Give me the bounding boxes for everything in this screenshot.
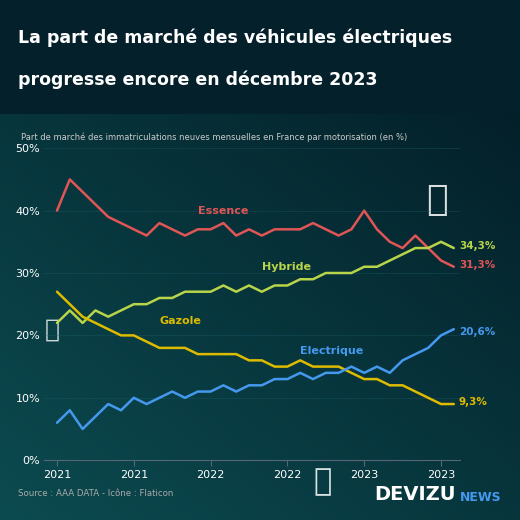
Text: 20,6%: 20,6% (459, 327, 495, 336)
Text: 31,3%: 31,3% (459, 260, 495, 270)
Text: progresse encore en décembre 2023: progresse encore en décembre 2023 (18, 71, 378, 89)
Text: 34,3%: 34,3% (459, 241, 495, 251)
Text: NEWS: NEWS (460, 491, 502, 504)
Text: DEVIZU: DEVIZU (374, 485, 456, 504)
Text: 🚗: 🚗 (45, 317, 59, 341)
Text: Part de marché des immatriculations neuves mensuelles en France par motorisation: Part de marché des immatriculations neuv… (21, 133, 407, 142)
Text: Electrique: Electrique (300, 346, 363, 356)
Text: Source : AAA DATA - Icône : Flaticon: Source : AAA DATA - Icône : Flaticon (18, 489, 174, 498)
Text: Gazole: Gazole (160, 316, 201, 326)
Text: 🚗: 🚗 (426, 184, 448, 217)
Text: Hybride: Hybride (262, 262, 311, 272)
Text: Essence: Essence (198, 206, 248, 216)
Text: 🚗: 🚗 (313, 467, 332, 496)
Text: La part de marché des véhicules électriques: La part de marché des véhicules électriq… (18, 29, 452, 47)
Text: 9,3%: 9,3% (459, 397, 488, 407)
